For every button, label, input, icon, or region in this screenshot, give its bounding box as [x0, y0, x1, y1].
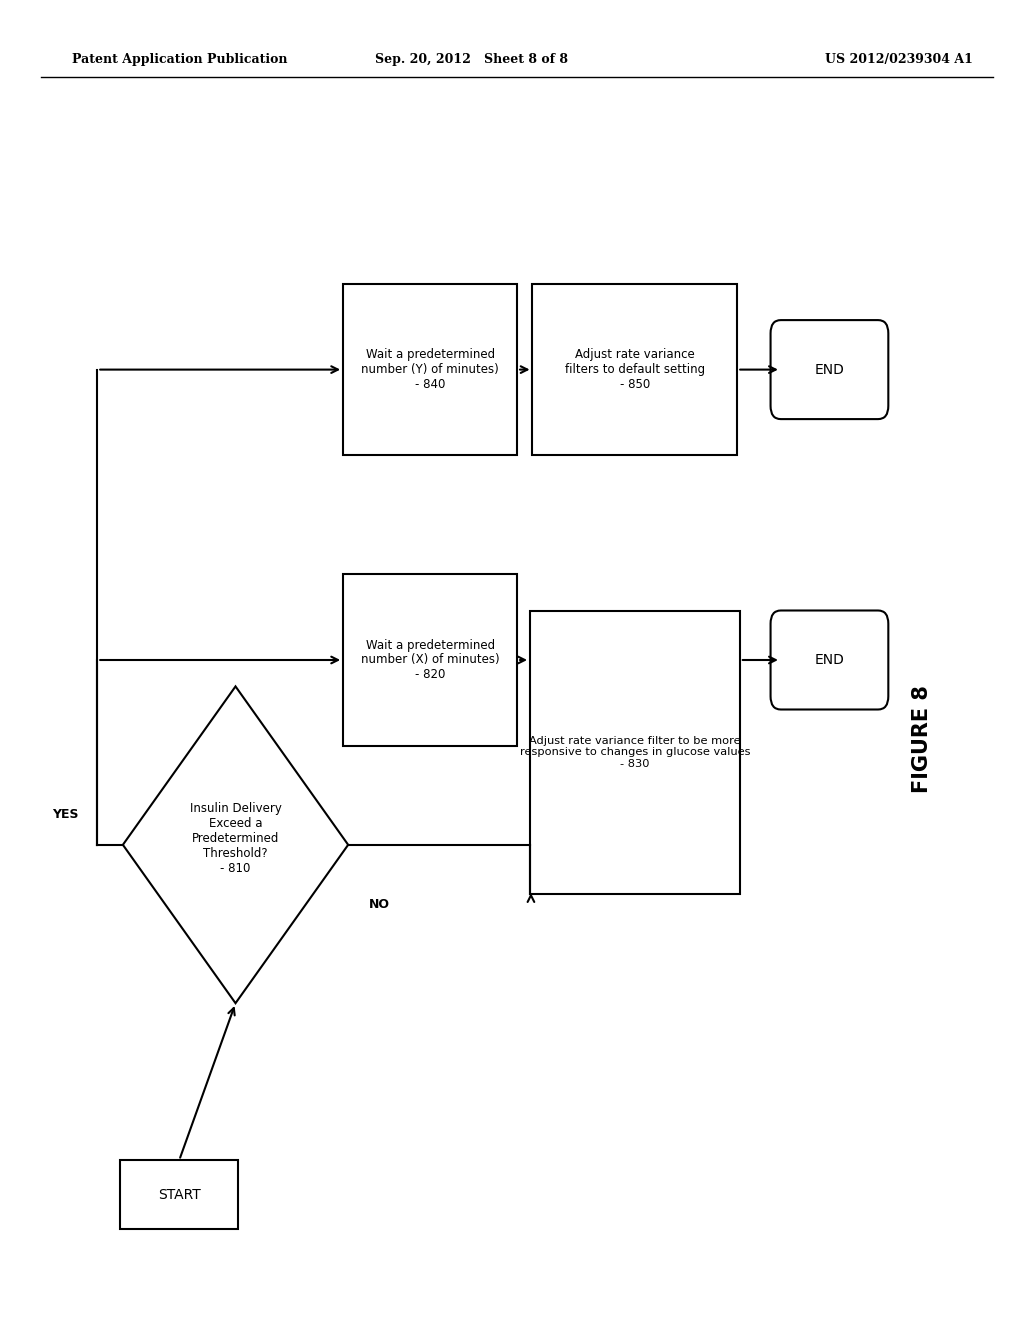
FancyBboxPatch shape	[771, 610, 889, 710]
Text: FIGURE 8: FIGURE 8	[911, 685, 932, 793]
Text: Wait a predetermined
number (X) of minutes)
- 820: Wait a predetermined number (X) of minut…	[360, 639, 500, 681]
Text: END: END	[814, 653, 845, 667]
Text: Adjust rate variance
filters to default setting
- 850: Adjust rate variance filters to default …	[565, 348, 705, 391]
FancyBboxPatch shape	[343, 574, 517, 746]
Text: NO: NO	[369, 898, 390, 911]
Text: END: END	[814, 363, 845, 376]
Text: Patent Application Publication: Patent Application Publication	[72, 53, 287, 66]
Text: Sep. 20, 2012   Sheet 8 of 8: Sep. 20, 2012 Sheet 8 of 8	[375, 53, 567, 66]
FancyBboxPatch shape	[343, 284, 517, 455]
Polygon shape	[123, 686, 348, 1003]
Text: Adjust rate variance filter to be more
responsive to changes in glucose values
-: Adjust rate variance filter to be more r…	[519, 735, 751, 770]
FancyBboxPatch shape	[532, 284, 737, 455]
Text: Insulin Delivery
Exceed a
Predetermined
Threshold?
- 810: Insulin Delivery Exceed a Predetermined …	[189, 801, 282, 875]
FancyBboxPatch shape	[771, 321, 889, 420]
Text: US 2012/0239304 A1: US 2012/0239304 A1	[825, 53, 973, 66]
FancyBboxPatch shape	[530, 610, 739, 895]
Text: Wait a predetermined
number (Y) of minutes)
- 840: Wait a predetermined number (Y) of minut…	[361, 348, 499, 391]
Text: YES: YES	[52, 808, 79, 821]
Text: START: START	[158, 1188, 201, 1201]
FancyBboxPatch shape	[121, 1160, 238, 1229]
